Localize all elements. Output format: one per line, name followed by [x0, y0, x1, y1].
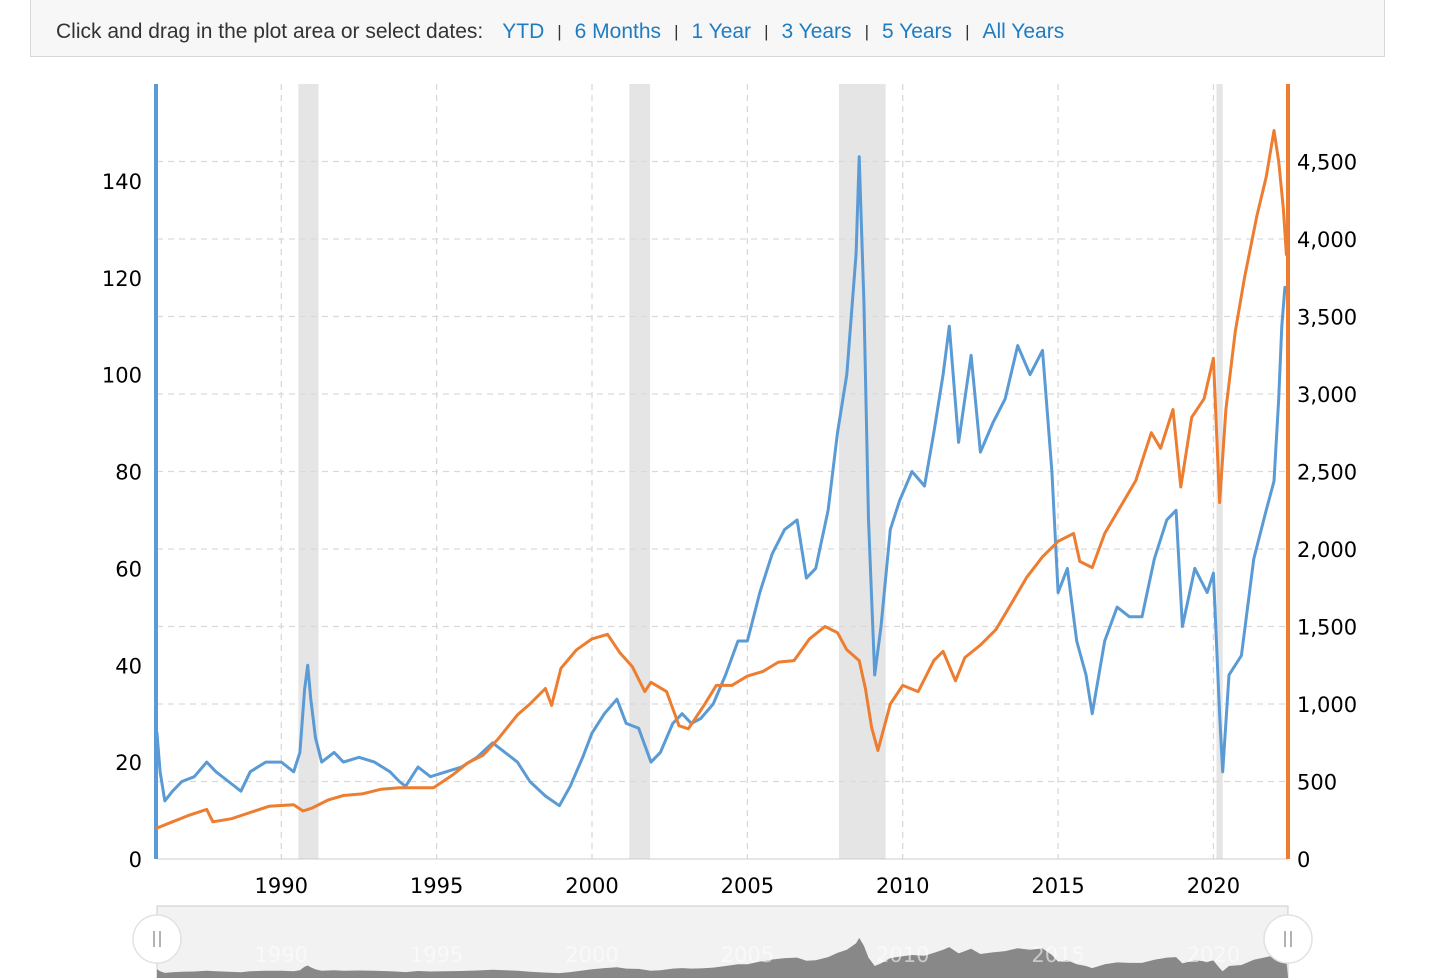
range-6-months-link[interactable]: 6 Months [574, 20, 662, 43]
y-left-tick-label: 100 [102, 364, 142, 388]
y-left-tick-label: 40 [115, 654, 142, 678]
x-tick-label: 1990 [255, 874, 308, 898]
y-right-tick-label: 3,000 [1297, 383, 1357, 407]
range-5-years-link[interactable]: 5 Years [881, 20, 953, 43]
y-left-tick-label: 0 [129, 848, 142, 872]
series [155, 129, 1288, 830]
separator: | [764, 22, 769, 41]
y-right-tick-label: 1,500 [1297, 616, 1357, 640]
navigator-area [157, 937, 1288, 978]
handle-knob[interactable] [1263, 914, 1313, 964]
y-right-tick-label: 2,500 [1297, 461, 1357, 485]
navigator-left-handle[interactable] [132, 914, 182, 964]
y-right-tick-label: 500 [1297, 771, 1337, 795]
axes: 1990 1995 2000 2005 2010 2015 2020 0 500 1,000 1,5… [102, 84, 1357, 898]
y-right-tick-label: 1,000 [1297, 693, 1357, 717]
navigator-tick-label: 2005 [721, 943, 774, 967]
navigator-tick-label: 1995 [410, 943, 463, 967]
separator: | [965, 22, 970, 41]
y-right-tick-label: 4,000 [1297, 228, 1357, 252]
gridlines [157, 84, 1288, 859]
date-range-prompt: Click and drag in the plot area or selec… [56, 20, 484, 43]
separator: | [557, 22, 562, 41]
y-right-tick-label: 3,500 [1297, 306, 1357, 330]
navigator-tick-label: 1990 [255, 943, 308, 967]
navigator-tick-label: 2000 [565, 943, 618, 967]
x-tick-label: 2010 [876, 874, 929, 898]
y-left-tick-label: 140 [102, 170, 142, 194]
y-left-tick-label: 20 [115, 751, 142, 775]
series-line-right-axis [155, 129, 1288, 830]
x-tick-label: 2000 [565, 874, 618, 898]
y-right-tick-label: 2,000 [1297, 538, 1357, 562]
range-all-years-link[interactable]: All Years [982, 20, 1065, 43]
range-ytd-link[interactable]: YTD [502, 20, 545, 43]
navigator-tick-label: 2015 [1031, 943, 1084, 967]
range-3-years-link[interactable]: 3 Years [781, 20, 852, 43]
range-1-year-link[interactable]: 1 Year [691, 20, 752, 43]
y-left-tick-label: 120 [102, 267, 142, 291]
x-tick-label: 2005 [721, 874, 774, 898]
y-right-tick-label: 0 [1297, 848, 1310, 872]
date-range-selector: Click and drag in the plot area or selec… [30, 0, 1385, 57]
navigator-tick-label: 2020 [1187, 943, 1240, 967]
x-tick-label: 1995 [410, 874, 463, 898]
recession-band [629, 84, 651, 859]
series-line-left-axis [155, 155, 1287, 808]
recession-band [298, 84, 319, 859]
separator: | [674, 22, 679, 41]
navigator-right-handle[interactable] [1263, 914, 1313, 964]
separator: | [864, 22, 869, 41]
x-tick-label: 2015 [1031, 874, 1084, 898]
handle-knob[interactable] [132, 914, 182, 964]
y-left-tick-label: 60 [115, 557, 142, 581]
navigator-tick-label: 2010 [876, 943, 929, 967]
y-left-tick-label: 80 [115, 461, 142, 485]
y-right-tick-label: 4,500 [1297, 151, 1357, 175]
navigator[interactable]: 1990 1995 2000 2005 2010 2015 2020 [132, 905, 1313, 978]
x-tick-label: 2020 [1187, 874, 1240, 898]
